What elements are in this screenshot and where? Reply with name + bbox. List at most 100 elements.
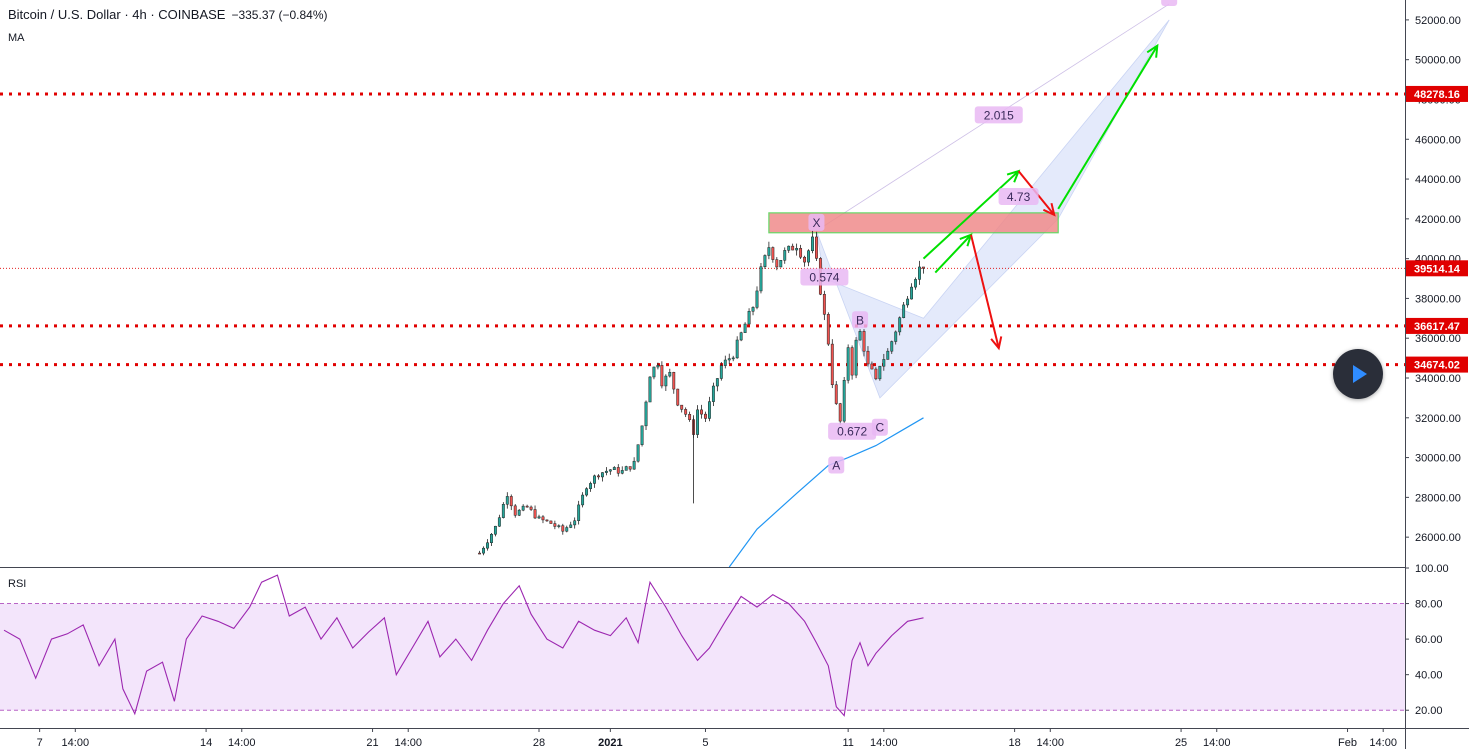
candle	[890, 341, 894, 352]
candle	[922, 266, 925, 269]
candle	[668, 371, 672, 377]
candle	[632, 460, 636, 470]
arrow-up-green	[922, 170, 1020, 260]
price-axis-label: 38000.00	[1415, 293, 1461, 305]
price-axis-label: 44000.00	[1415, 174, 1461, 186]
candle	[719, 365, 723, 379]
candle	[513, 505, 517, 516]
play-replay-button[interactable]	[1333, 349, 1383, 399]
candle	[581, 494, 585, 506]
candle	[846, 347, 850, 381]
time-axis-label: 25	[1175, 737, 1187, 749]
candle	[640, 425, 644, 445]
candle	[771, 247, 775, 260]
time-axis-label: 14:00	[62, 737, 90, 749]
candle	[882, 359, 886, 367]
pattern-label-box	[974, 106, 1023, 124]
pattern-label-box	[800, 268, 849, 286]
candle	[834, 384, 838, 404]
candle	[711, 385, 715, 402]
candle	[799, 248, 803, 258]
rsi-panel-title[interactable]: RSI	[8, 578, 27, 590]
candle	[767, 247, 771, 256]
price-panel: X 0.574 B 0.672 C A 2.015 4.73	[0, 0, 1405, 567]
candle	[486, 542, 489, 549]
candle	[795, 248, 799, 251]
candle	[600, 472, 604, 478]
pattern-label-box	[852, 311, 869, 329]
price-axis-label: 34000.00	[1415, 373, 1461, 385]
time-axis-label: 14:00	[228, 737, 256, 749]
candle	[743, 323, 747, 333]
candle	[676, 388, 680, 406]
candle	[918, 266, 921, 280]
price-axis-label: 52000.00	[1415, 15, 1461, 27]
candle	[830, 343, 834, 385]
ma-indicator-label[interactable]: MA	[8, 32, 25, 44]
candle	[585, 488, 589, 496]
candle	[902, 304, 906, 318]
pattern-label: B	[856, 313, 864, 327]
candle	[862, 331, 866, 352]
candle	[612, 467, 616, 470]
time-axis-label: 28	[533, 737, 545, 749]
candle	[854, 339, 858, 376]
candle	[569, 524, 573, 528]
price-axis-label: 30000.00	[1415, 453, 1461, 465]
candle	[688, 414, 692, 420]
time-axis-label: 14:00	[870, 737, 898, 749]
level-price-badge: 36617.47	[1414, 321, 1460, 333]
price-axis-label: 50000.00	[1415, 55, 1461, 67]
pattern-label: 0.672	[837, 425, 867, 439]
candle	[723, 359, 727, 366]
candle	[620, 470, 624, 474]
candle	[707, 401, 711, 419]
pattern-label-box	[1161, 0, 1178, 7]
pattern-label: 4.73	[1007, 190, 1031, 204]
candle	[672, 371, 676, 390]
arrow-down-red-drop	[970, 234, 1000, 349]
candle	[533, 509, 537, 519]
time-axis-label: 14:00	[394, 737, 422, 749]
rsi-axis-label: 60.00	[1415, 634, 1443, 646]
pattern-label: 0.574	[809, 271, 839, 285]
candle	[597, 475, 600, 478]
pattern-label: X	[812, 216, 820, 230]
pattern-label-box	[828, 422, 877, 440]
candle	[565, 527, 569, 532]
candle	[850, 347, 854, 376]
candle	[636, 444, 640, 462]
chart-header: Bitcoin / U.S. Dollar · 4h · COINBASE −33…	[8, 7, 328, 22]
candle	[870, 363, 874, 370]
candle	[735, 339, 739, 359]
pattern-label-box	[871, 418, 888, 436]
time-axis-label: 7	[37, 737, 43, 749]
candle	[838, 403, 842, 422]
candle	[815, 236, 818, 259]
candle	[509, 496, 513, 507]
candle	[644, 401, 648, 427]
moving-average-line	[728, 417, 924, 567]
candle	[684, 409, 688, 415]
rsi-band	[0, 603, 1405, 711]
candle	[751, 307, 755, 312]
candle	[624, 466, 628, 471]
price-axis-label: 42000.00	[1415, 214, 1461, 226]
arrow-up-green-target	[1057, 45, 1159, 210]
candle	[545, 519, 549, 522]
candle	[910, 286, 914, 300]
last-price-badge-box	[1406, 260, 1468, 277]
candle	[521, 505, 525, 511]
rsi-line	[3, 574, 924, 717]
candle	[628, 466, 632, 470]
candle	[648, 376, 652, 403]
time-axis-label: 14	[200, 737, 212, 749]
candle	[763, 255, 767, 267]
time-axis-label: 5	[702, 737, 708, 749]
candle	[490, 533, 493, 543]
arrow-down-red-head	[1042, 202, 1056, 217]
level-price-badge: 48278.16	[1414, 89, 1460, 101]
candle	[826, 314, 830, 345]
candle	[759, 266, 763, 292]
